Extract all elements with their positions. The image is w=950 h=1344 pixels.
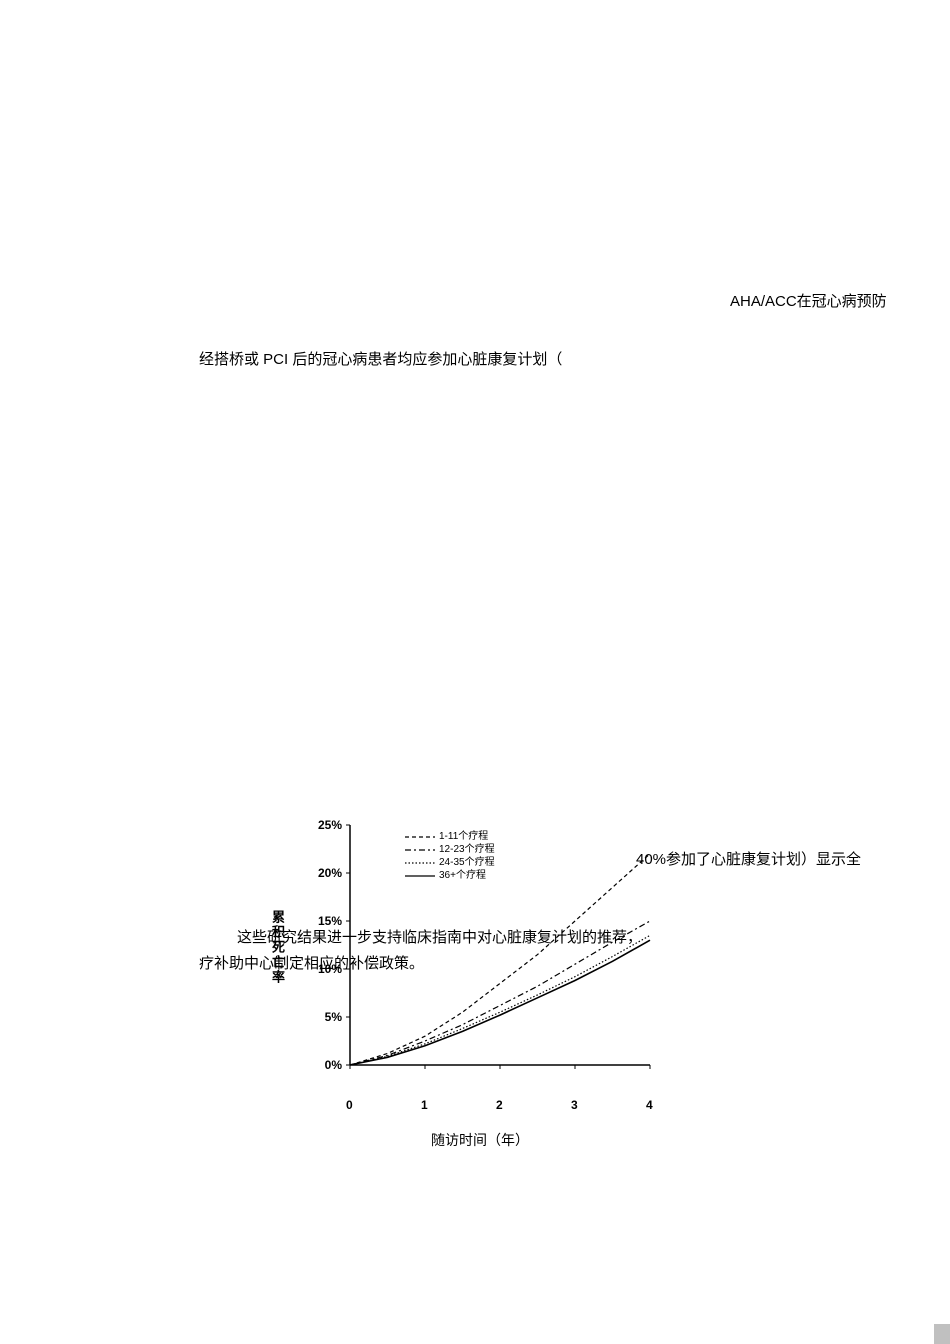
scrollbar-thumb[interactable] — [934, 1324, 950, 1344]
y-tick-label: 15% — [318, 914, 342, 928]
x-tick-label: 2 — [496, 1098, 503, 1112]
mortality-chart: 累积死亡率 0%5%10%15%20%25% 01234 1-11个疗程12-2… — [300, 820, 660, 1120]
text-fragment: 经搭桥或 PCI 后的冠心病患者均应参加心脏康复计划（ — [199, 348, 562, 369]
y-tick-label: 0% — [325, 1058, 342, 1072]
chart-legend: 1-11个疗程12-23个疗程24-35个疗程36+个疗程 — [405, 830, 495, 882]
text-fragment: AHA/ACC在冠心病预防 — [730, 290, 887, 311]
legend-item: 1-11个疗程 — [405, 830, 495, 843]
y-tick-label: 10% — [318, 962, 342, 976]
y-axis-label: 累积死亡率 — [268, 910, 287, 985]
legend-label: 36+个疗程 — [439, 869, 486, 882]
y-tick-label: 5% — [325, 1010, 342, 1024]
legend-label: 12-23个疗程 — [439, 843, 495, 856]
x-tick-label: 4 — [646, 1098, 653, 1112]
legend-item: 36+个疗程 — [405, 869, 495, 882]
legend-item: 12-23个疗程 — [405, 843, 495, 856]
x-tick-label: 0 — [346, 1098, 353, 1112]
x-tick-label: 1 — [421, 1098, 428, 1112]
y-tick-label: 25% — [318, 818, 342, 832]
y-tick-label: 20% — [318, 866, 342, 880]
legend-label: 24-35个疗程 — [439, 856, 495, 869]
legend-item: 24-35个疗程 — [405, 856, 495, 869]
legend-label: 1-11个疗程 — [439, 830, 488, 843]
text-fragment: 40%参加了心脏康复计划）显示全 — [636, 848, 861, 869]
x-axis-label: 随访时间（年） — [431, 1130, 529, 1150]
x-tick-label: 3 — [571, 1098, 578, 1112]
